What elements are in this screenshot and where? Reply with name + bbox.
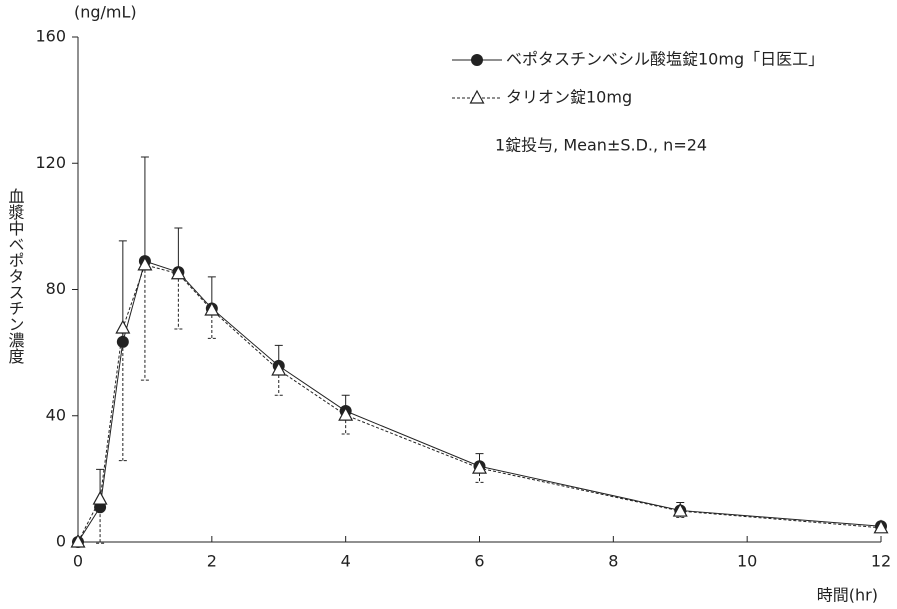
- legend-label: ベポタスチンベシル酸塩錠10mg「日医工」: [506, 50, 824, 69]
- x-tick-label: 10: [737, 552, 757, 571]
- data-point: [672, 502, 688, 517]
- data-point: [271, 361, 287, 376]
- y-tick-label: 0: [56, 532, 66, 551]
- error-bar: [274, 369, 283, 396]
- series-line: [77, 264, 882, 543]
- legend-marker: [469, 89, 485, 104]
- annotation: 1錠投与, Mean±S.D., n=24: [495, 136, 707, 155]
- data-point: [92, 490, 108, 505]
- x-tick-label: 2: [207, 552, 217, 571]
- y-tick-label: 160: [35, 27, 66, 46]
- legend-marker: [471, 54, 483, 66]
- data-point: [471, 459, 488, 474]
- x-axis-label: 時間(hr): [817, 586, 878, 605]
- error-bar: [140, 156, 149, 262]
- error-bar: [118, 328, 127, 462]
- data-point: [204, 301, 220, 316]
- error-bar: [174, 273, 183, 330]
- error-bar: [207, 310, 216, 339]
- legend-label: タリオン錠10mg: [506, 88, 632, 107]
- y-tick-label: 40: [46, 405, 66, 424]
- y-tick-label: 120: [35, 153, 66, 172]
- error-bar: [341, 415, 350, 435]
- x-tick-label: 8: [608, 552, 618, 571]
- y-unit: (ng/mL): [74, 3, 137, 22]
- series-line: [77, 260, 882, 543]
- x-tick-label: 12: [871, 552, 891, 571]
- x-tick-label: 0: [73, 552, 83, 571]
- data-point: [170, 265, 186, 280]
- x-tick-label: 4: [341, 552, 351, 571]
- y-axis-label: 血漿中ベポタスチン濃度: [6, 188, 25, 364]
- y-tick-label: 80: [46, 279, 66, 298]
- data-point: [137, 256, 153, 271]
- data-point: [115, 319, 131, 334]
- error-bar: [174, 227, 183, 273]
- data-point: [116, 335, 129, 348]
- data-point: [338, 406, 354, 421]
- data-point: [873, 519, 889, 534]
- x-tick-label: 6: [474, 552, 484, 571]
- data-point: [70, 533, 86, 548]
- error-bar: [140, 264, 149, 381]
